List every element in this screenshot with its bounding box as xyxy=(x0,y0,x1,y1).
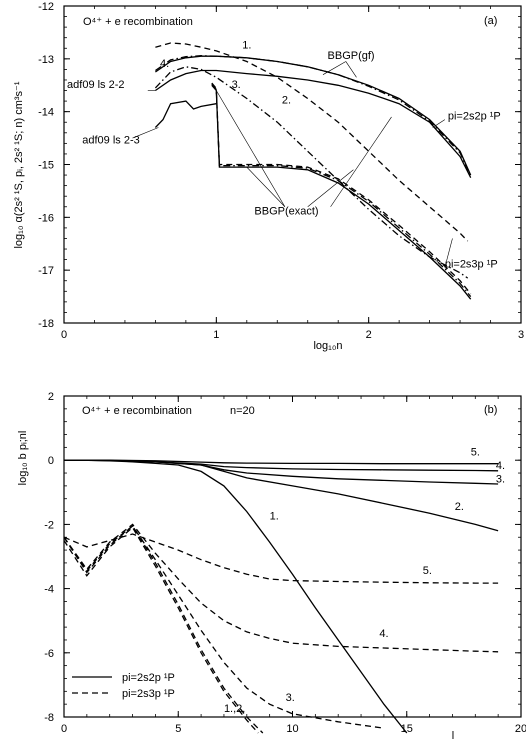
x-axis-title: l xyxy=(452,730,454,742)
annotation-label: 3. xyxy=(286,692,295,704)
legend-label: pi=2s3p ¹P xyxy=(122,688,175,700)
plot-frame xyxy=(63,395,522,718)
annotation-leader xyxy=(132,127,159,139)
series-line-4 xyxy=(155,42,469,242)
annotation-label: pi=2s2p ¹P xyxy=(448,111,501,123)
panel-b-chart: 0 5 10 15 20 -8 -6 -4 -2 0 2 O⁴⁺ + e recombination n… xyxy=(17,391,526,742)
panel-a-chart: 0 1 2 3 -18 -17 -16 -15 -14 -13 -12 O⁴⁺ + e recombi… xyxy=(13,1,524,352)
annotation-label: 2. xyxy=(282,95,291,107)
x-tick-label: 2 xyxy=(366,329,372,341)
annotation-label: pi=2s3p ¹P xyxy=(445,259,498,271)
series-line-2 xyxy=(155,55,472,176)
y-tick-label: -14 xyxy=(38,107,54,119)
chart-title: O⁴⁺ + e recombination xyxy=(83,16,193,28)
chart-subtitle: n=20 xyxy=(230,405,255,417)
annotation-label: adf09 ls 2-2 xyxy=(67,79,124,91)
series-line-5 xyxy=(154,66,469,279)
annotation-label: BBGP(exact) xyxy=(254,206,318,218)
annotation-label: 1. xyxy=(242,39,251,51)
x-tick-label: 20 xyxy=(515,723,526,735)
y-axis-title: log₁₀ b pᵢ;nl xyxy=(17,431,29,486)
y-tick-label: -4 xyxy=(44,584,54,596)
series-line-10 xyxy=(63,533,499,584)
series-line-8 xyxy=(211,83,472,298)
annotation-label: 5. xyxy=(471,446,480,458)
annotation-leader xyxy=(345,61,357,78)
annotation-label: 1.,2. xyxy=(224,703,245,715)
series-line-9 xyxy=(211,82,472,295)
x-axis-title: log₁₀n xyxy=(313,340,342,352)
series-line-9 xyxy=(63,523,499,653)
x-tick-label: 0 xyxy=(61,329,67,341)
annotation-label: 4. xyxy=(379,628,388,640)
series-line-1 xyxy=(155,69,472,178)
series-line-6 xyxy=(154,100,217,128)
y-axis-title: log₁₀ α(2s² ¹S, pᵢ, 2s² ¹S; n) cm³s⁻¹ xyxy=(13,81,25,248)
y-tick-label: -6 xyxy=(44,648,54,660)
annotation-label: 3. xyxy=(232,79,241,91)
series-line-8 xyxy=(63,525,384,729)
annotation-leader xyxy=(307,169,354,207)
annotation-label: adf09 ls 2-3 xyxy=(82,134,139,146)
y-tick-label: -2 xyxy=(44,519,54,531)
y-tick-label: -12 xyxy=(38,1,54,13)
y-tick-label: -17 xyxy=(38,265,54,277)
panel-label: (a) xyxy=(484,15,497,27)
series-line-7 xyxy=(63,526,259,734)
annotation-leader xyxy=(216,90,286,207)
x-tick-label: 10 xyxy=(286,723,298,735)
legend-label: pi=2s2p ¹P xyxy=(122,672,175,684)
y-tick-label: -15 xyxy=(38,160,54,172)
annotation-leader xyxy=(432,119,445,128)
x-tick-label: 1 xyxy=(213,329,219,341)
annotation-leader xyxy=(330,116,392,207)
x-tick-label: 5 xyxy=(175,723,181,735)
annotation-label: 3. xyxy=(496,474,505,486)
annotation-leader xyxy=(444,238,453,268)
annotation-leader xyxy=(322,61,346,75)
y-tick-label: -18 xyxy=(38,318,54,330)
annotation-label: 4. xyxy=(496,460,505,472)
y-tick-label: 2 xyxy=(48,391,54,403)
y-tick-label: -8 xyxy=(44,712,54,724)
series-line-7 xyxy=(211,84,472,300)
annotation-label: 2. xyxy=(455,501,464,513)
x-tick-label: 15 xyxy=(401,723,413,735)
series-line-6 xyxy=(63,525,264,734)
panel-label: (b) xyxy=(484,404,497,416)
series-line-4 xyxy=(63,459,499,472)
annotation-label: 1. xyxy=(270,511,279,523)
series-line-5 xyxy=(64,459,499,465)
chart-title: O⁴⁺ + e recombination xyxy=(82,405,192,417)
y-tick-label: 0 xyxy=(48,455,54,467)
series-line-1 xyxy=(64,459,408,734)
y-tick-label: -13 xyxy=(38,54,54,66)
annotation-leader xyxy=(246,166,286,207)
x-tick-label: 0 xyxy=(61,723,67,735)
annotation-label: 5. xyxy=(423,565,432,577)
y-tick-label: -16 xyxy=(38,212,54,224)
x-tick-label: 3 xyxy=(518,329,524,341)
annotation-label: BBGP(gf) xyxy=(328,50,375,62)
annotation-label: 4. xyxy=(160,58,169,70)
series-line-3 xyxy=(155,55,472,177)
